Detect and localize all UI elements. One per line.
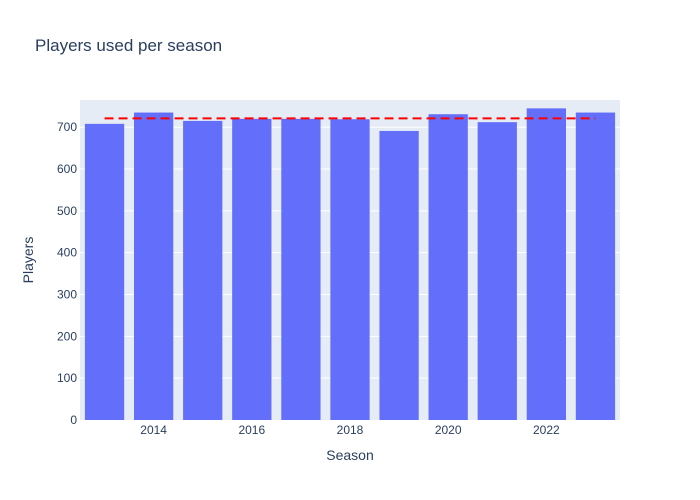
bar-2020 [428,114,468,420]
x-tick-label: 2020 [435,423,462,437]
bar-2017 [281,118,321,420]
bar-2016 [232,118,272,420]
y-tick-label: 100 [57,371,77,385]
x-tick-label: 2018 [337,423,364,437]
bars [84,108,616,421]
x-axis-title: Season [326,447,373,463]
y-tick-label: 300 [57,288,77,302]
bar-2018 [330,119,370,421]
y-tick-label: 0 [70,413,77,427]
x-tick-label: 2014 [140,423,167,437]
chart-title: Players used per season [35,36,222,55]
y-tick-label: 500 [57,204,77,218]
y-tick-label: 400 [57,246,77,260]
x-tick-label: 2022 [533,423,560,437]
bar-2022 [526,108,566,420]
bar-2019 [379,130,419,420]
bar-2013 [84,123,125,420]
y-tick-label: 700 [57,120,77,134]
y-axis-title: Players [20,237,36,284]
y-axis-ticks: 0 100 200 300 400 500 600 700 [57,120,77,427]
x-axis-ticks: 2014 2016 2018 2020 2022 [140,423,560,437]
bar-2023 [575,112,616,421]
y-tick-label: 600 [57,162,77,176]
bar-2021 [477,122,517,421]
x-tick-label: 2016 [238,423,265,437]
y-tick-label: 200 [57,329,77,343]
bar-2014 [134,112,174,421]
bar-2015 [183,120,223,420]
